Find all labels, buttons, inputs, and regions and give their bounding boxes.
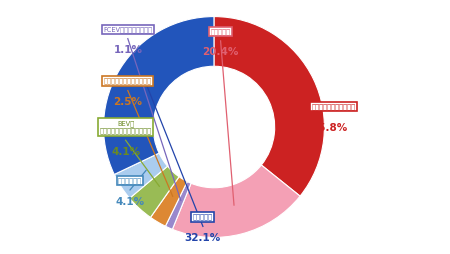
Wedge shape <box>166 182 191 229</box>
Wedge shape <box>114 153 167 198</box>
Wedge shape <box>104 17 214 174</box>
Text: ガソリンハイブリッド車: ガソリンハイブリッド車 <box>311 103 355 110</box>
Text: 2.5%: 2.5% <box>113 97 142 107</box>
Text: 20.4%: 20.4% <box>202 47 239 57</box>
Wedge shape <box>130 166 179 217</box>
Text: ディーゼル車: ディーゼル車 <box>118 177 142 184</box>
Text: FCEV車（燃料電池車）: FCEV車（燃料電池車） <box>104 26 152 33</box>
Text: 32.1%: 32.1% <box>185 233 221 243</box>
Wedge shape <box>172 165 300 237</box>
Text: 1.1%: 1.1% <box>113 45 142 55</box>
Text: BEV車
（バッテリー式電動自動車）: BEV車 （バッテリー式電動自動車） <box>99 120 152 134</box>
Text: 35.8%: 35.8% <box>311 123 347 133</box>
Text: 4.1%: 4.1% <box>116 197 144 207</box>
Text: 4.1%: 4.1% <box>111 147 140 157</box>
Text: わからない: わからない <box>211 28 230 35</box>
Wedge shape <box>214 17 324 196</box>
Wedge shape <box>150 177 187 226</box>
Text: ガソリン車: ガソリン車 <box>193 214 213 220</box>
Text: ディーゼルハイブリッド車: ディーゼルハイブリッド車 <box>104 78 152 85</box>
